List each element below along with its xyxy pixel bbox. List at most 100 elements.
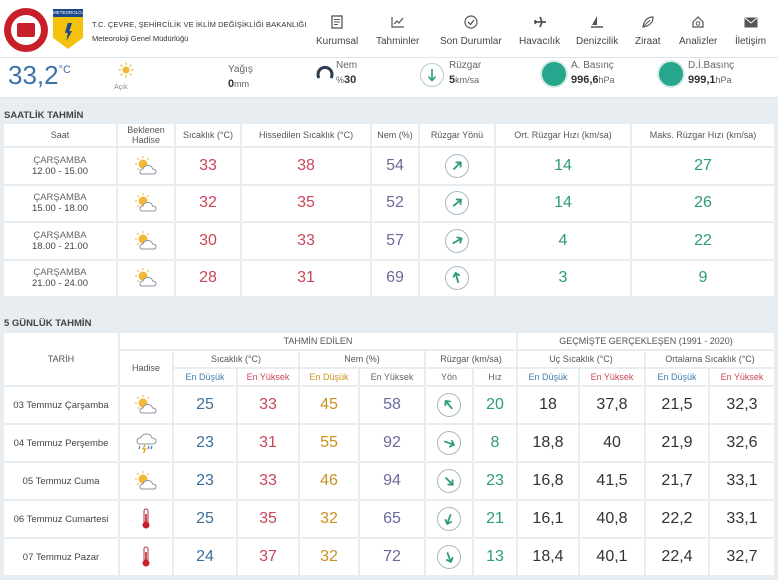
cell-text: 45 <box>320 396 338 413</box>
header-text: Rüzgar Yönü <box>430 130 484 140</box>
cell-text: 54 <box>386 156 404 174</box>
thermometer-icon <box>133 508 159 530</box>
cell-text: Sıcaklık (°C) <box>210 354 262 364</box>
hourly-row-max-wind: 27 <box>632 148 774 184</box>
daily-row-ext-max: 40,8 <box>580 501 644 537</box>
daily-row-date: 04 Temmuz Perşembe <box>4 425 118 461</box>
hourly-table: Saat Beklenen Hadise Sıcaklık (°C) Hissedil… <box>4 124 774 296</box>
cell-text: 18,8 <box>532 434 564 451</box>
period-time: 12.00 - 15.00 <box>32 165 88 177</box>
daily-header-temp: Sıcaklık (°C) <box>174 351 298 367</box>
cell-text: En Düşük <box>528 372 568 382</box>
daily-row-avg-max: 32,7 <box>710 539 774 575</box>
cell-text: 37,8 <box>596 396 628 413</box>
partly-cloudy-icon <box>133 470 159 492</box>
cell-text: 57 <box>386 231 404 249</box>
header-text: Beklenen Hadise <box>127 125 165 145</box>
daily-row-avg-max: 32,3 <box>710 387 774 423</box>
wind-arrow-icon <box>445 228 469 253</box>
house-search-icon <box>690 14 706 30</box>
partly-cloudy-icon <box>133 192 159 214</box>
nav-havacilik[interactable]: Havacılık <box>519 0 560 58</box>
hourly-row-temp: 30 <box>176 223 240 259</box>
cell-text: 04 Temmuz Perşembe <box>13 437 109 449</box>
nav-son-durumlar[interactable]: Son Durumlar <box>440 0 502 58</box>
hourly-row-feels: 33 <box>242 223 370 259</box>
daily-row-ext-min: 18,8 <box>518 425 578 461</box>
daily-row-avg-min: 21,5 <box>646 387 708 423</box>
mgm-logo[interactable]: METEOROLOJİ <box>53 9 85 49</box>
period-time: 21.00 - 24.00 <box>32 278 88 290</box>
cell-text: 94 <box>383 472 401 489</box>
wind-value: 5km/sa <box>449 74 480 86</box>
nav-ziraat[interactable]: Ziraat <box>635 0 661 58</box>
cell-text: En Düşük <box>185 372 225 382</box>
wind-arrow-icon <box>445 153 469 178</box>
wind-arrow-icon <box>437 507 461 531</box>
pressure-icon <box>542 62 566 86</box>
daily-row-weather <box>120 463 172 499</box>
hourly-header-saat: Saat <box>4 124 116 146</box>
partly-cloudy-icon <box>133 394 159 416</box>
current-conditions: 33,2°C Açık Yağış 0mm Nem %30 Rüzgar 5km… <box>0 58 778 98</box>
header-text: Nem (%) <box>377 130 413 140</box>
period-time: 18.00 - 21.00 <box>32 240 88 252</box>
header-text: Saat <box>50 130 70 140</box>
hourly-row-max-wind: 9 <box>632 260 774 296</box>
hourly-row-humidity: 52 <box>372 185 418 221</box>
daily-header-average: Ortalama Sıcaklık (°C) <box>646 351 774 367</box>
org-name: T.C. ÇEVRE, ŞEHİRCİLİK VE İKLİM DEĞİŞİKL… <box>92 20 307 29</box>
hourly-row-temp: 32 <box>176 185 240 221</box>
hourly-header-yon: Rüzgar Yönü <box>420 124 494 146</box>
daily-subheader-yon: Yön <box>426 369 472 385</box>
cell-text: 33,1 <box>726 510 758 527</box>
period-day: ÇARŞAMBA <box>33 267 87 279</box>
sail-icon <box>589 14 605 30</box>
daily-row-ext-max: 40,1 <box>580 539 644 575</box>
ministry-logo[interactable] <box>4 8 48 52</box>
hourly-row-weather <box>118 148 174 184</box>
hourly-row-direction <box>420 185 494 221</box>
cell-text: En Yüksek <box>246 372 290 382</box>
cell-text: 22,2 <box>661 510 693 527</box>
cell-text: 32 <box>199 194 217 212</box>
cell-text: Rüzgar (km/sa) <box>440 354 502 364</box>
nav-kurumsal[interactable]: Kurumsal <box>316 0 358 58</box>
cell-text: Nem (%) <box>344 354 380 364</box>
nav-analizler[interactable]: Analizler <box>679 0 717 58</box>
header-text: Maks. Rüzgar Hızı (km/sa) <box>649 130 757 140</box>
daily-title: 5 GÜNLÜK TAHMİN <box>4 318 92 329</box>
nav-denizcilik[interactable]: Denizcilik <box>576 0 618 58</box>
cell-text: 33 <box>259 472 277 489</box>
daily-row-ext-max: 37,8 <box>580 387 644 423</box>
daily-row-wind-dir <box>426 463 472 499</box>
hourly-row-feels: 31 <box>242 260 370 296</box>
cell-text: 65 <box>383 510 401 527</box>
daily-row-avg-max: 32,6 <box>710 425 774 461</box>
daily-row-hum-max: 72 <box>360 539 424 575</box>
cell-text: En Yüksek <box>590 372 634 382</box>
nav-tahminler[interactable]: Tahminler <box>376 0 419 58</box>
sea-pressure-label: D.İ.Basınç <box>688 60 735 71</box>
hourly-header-sicaklik: Sıcaklık (°C) <box>176 124 240 146</box>
wind-direction-icon <box>420 63 444 87</box>
chart-icon <box>390 14 406 30</box>
nav-iletisim[interactable]: İletişim <box>735 0 766 58</box>
daily-row-wind-dir <box>426 425 472 461</box>
hourly-row-period: ÇARŞAMBA 21.00 - 24.00 <box>4 260 116 296</box>
humidity-label: Nem <box>336 60 358 71</box>
cell-text: 16,1 <box>532 510 564 527</box>
cell-text: 31 <box>297 269 315 287</box>
wind-label: Rüzgar <box>449 60 482 71</box>
cell-text: 4 <box>558 231 568 249</box>
daily-group-forecast: TAHMİN EDİLEN <box>120 333 516 349</box>
cell-text: 3 <box>558 269 568 287</box>
hourly-row-weather <box>118 223 174 259</box>
hourly-row-temp: 28 <box>176 260 240 296</box>
cell-text: 46 <box>320 472 338 489</box>
daily-row-date: 07 Temmuz Pazar <box>4 539 118 575</box>
condition-text: Açık <box>114 84 128 91</box>
period-time: 15.00 - 18.00 <box>32 203 88 215</box>
hourly-row-humidity: 57 <box>372 223 418 259</box>
daily-row-avg-min: 21,7 <box>646 463 708 499</box>
